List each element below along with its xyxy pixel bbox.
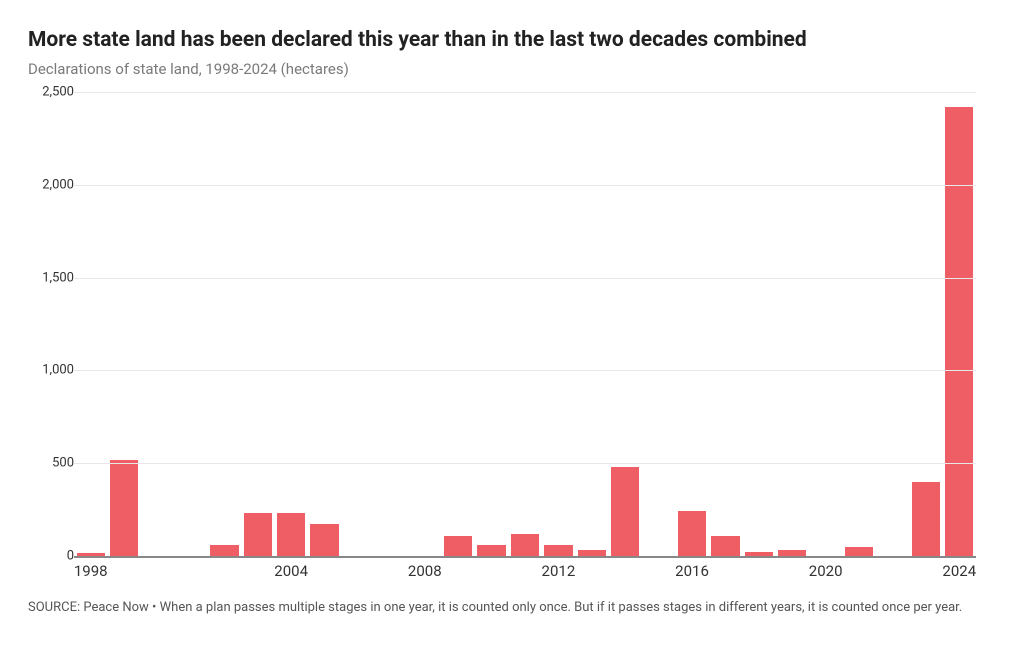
chart-area: 05001,0001,5002,0002,500 199820042008201… (28, 92, 976, 590)
x-tick-label: 1998 (74, 562, 108, 580)
bar (277, 513, 305, 556)
bar (244, 513, 272, 556)
bar (544, 545, 572, 556)
bars-layer (74, 92, 976, 556)
y-tick-label: 1,000 (42, 363, 74, 378)
x-tick-label: 2012 (542, 562, 576, 580)
x-tick-label: 2016 (675, 562, 709, 580)
bar (678, 511, 706, 556)
y-tick-label: 500 (52, 456, 74, 471)
bar (210, 545, 238, 556)
bar (310, 524, 338, 556)
chart-subtitle: Declarations of state land, 1998-2024 (h… (28, 60, 992, 78)
grid-line (74, 278, 976, 279)
x-tick-label: 2004 (274, 562, 308, 580)
plot-region (74, 92, 976, 556)
y-tick-label: 2,000 (42, 177, 74, 192)
x-axis-labels: 1998 2004 2008 2012 2016 2020 2024 (74, 562, 976, 584)
bar (444, 536, 472, 556)
chart-page: More state land has been declared this y… (0, 0, 1020, 650)
grid-line (74, 370, 976, 371)
x-tick-label: 2024 (942, 562, 976, 580)
y-axis-labels: 05001,0001,5002,0002,500 (28, 92, 74, 556)
bar (945, 107, 973, 556)
grid-line (74, 463, 976, 464)
bar (845, 547, 873, 556)
baseline (74, 556, 976, 558)
bar (912, 482, 940, 556)
bar (110, 460, 138, 557)
bar (711, 536, 739, 556)
bar (477, 545, 505, 556)
bar (611, 467, 639, 556)
x-tick-label: 2020 (809, 562, 843, 580)
y-tick-label: 2,500 (42, 85, 74, 100)
bar (511, 534, 539, 556)
y-tick-label: 1,500 (42, 270, 74, 285)
grid-line (74, 185, 976, 186)
chart-footnote: SOURCE: Peace Now • When a plan passes m… (28, 600, 992, 615)
grid-line (74, 92, 976, 93)
x-tick-label: 2008 (408, 562, 442, 580)
chart-title: More state land has been declared this y… (28, 28, 992, 52)
